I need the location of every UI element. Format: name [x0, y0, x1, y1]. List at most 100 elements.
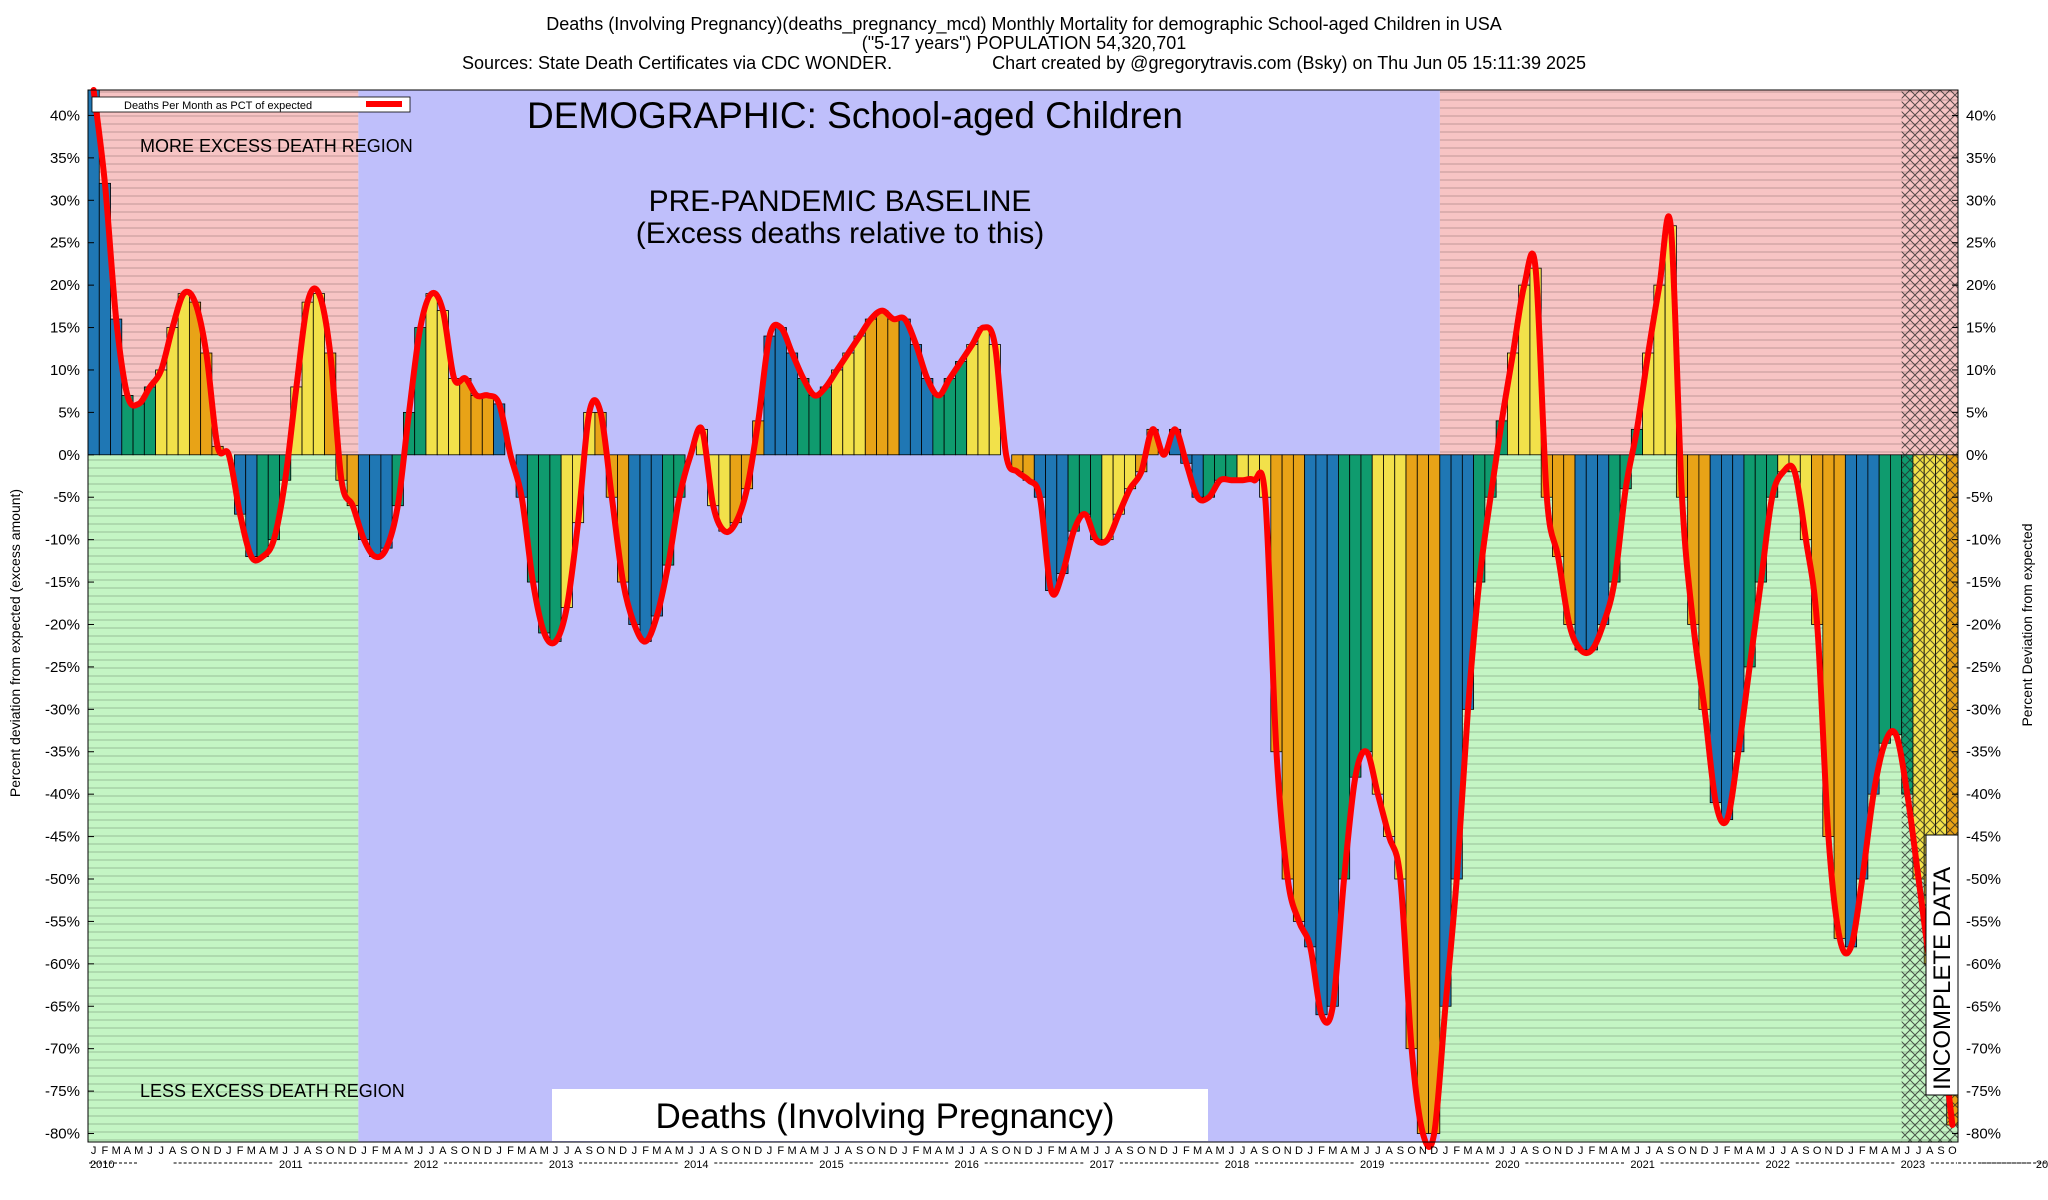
bar-75 — [932, 395, 945, 456]
x-tick-month: J — [1769, 1145, 1775, 1157]
x-tick-month: J — [1905, 1145, 1911, 1157]
bar-64 — [808, 395, 821, 456]
y-tick-label-right: 15% — [1966, 320, 1996, 337]
x-tick-month: J — [834, 1145, 840, 1157]
x-year-label: 2011 — [279, 1159, 303, 1171]
x-tick-month: S — [450, 1145, 457, 1157]
y-tick-label-left: -5% — [53, 489, 80, 506]
bar-65 — [819, 386, 832, 456]
y-tick-label-left: -35% — [45, 744, 80, 761]
x-tick-month: M — [1463, 1145, 1472, 1157]
x-tick-month: F — [913, 1145, 920, 1157]
y-tick-label-right: -80% — [1966, 1126, 2001, 1143]
x-tick-month: M — [1891, 1145, 1900, 1157]
x-tick-month: A — [1340, 1145, 1348, 1157]
x-tick-month: J — [767, 1145, 773, 1157]
x-tick-month: S — [1532, 1145, 1539, 1157]
bottom-label-box — [552, 1089, 1208, 1141]
x-tick-month: J — [970, 1145, 976, 1157]
y-tick-label-left: 15% — [50, 320, 80, 337]
y-tick-label-left: -50% — [45, 871, 80, 888]
x-tick-month: J — [958, 1145, 964, 1157]
x-tick-month: O — [326, 1145, 335, 1157]
x-year-label: 2019 — [1360, 1159, 1384, 1171]
bar-115 — [1383, 454, 1396, 837]
y-tick-label-right: -15% — [1966, 574, 2001, 591]
x-tick-month: M — [1734, 1145, 1743, 1157]
x-tick-month: S — [856, 1145, 863, 1157]
y-tick-label-left: -80% — [45, 1126, 80, 1143]
y-tick-label-right: 35% — [1966, 150, 1996, 167]
x-tick-month: J — [1916, 1145, 1922, 1157]
x-tick-month: F — [102, 1145, 109, 1157]
x-tick-month: M — [675, 1145, 684, 1157]
x-tick-month: J — [1037, 1145, 1043, 1157]
y-tick-label-left: -70% — [45, 1041, 80, 1058]
bar-88 — [1078, 454, 1091, 515]
x-tick-month: O — [1948, 1145, 1957, 1157]
x-tick-month: F — [372, 1145, 379, 1157]
x-tick-month: F — [1318, 1145, 1325, 1157]
x-tick-month: S — [1937, 1145, 1944, 1157]
x-tick-month: J — [282, 1145, 288, 1157]
x-tick-month: O — [191, 1145, 200, 1157]
bar-71 — [887, 318, 900, 456]
y-tick-label-right: 40% — [1966, 107, 1996, 124]
bar-110 — [1326, 454, 1339, 1007]
plot-frame — [87, 89, 1959, 1143]
x-tick-month: O — [1543, 1145, 1552, 1157]
x-tick-month: A — [845, 1145, 853, 1157]
x-tick-month: O — [596, 1145, 605, 1157]
x-tick-month: J — [553, 1145, 559, 1157]
x-tick-month: S — [1397, 1145, 1404, 1157]
x-tick-month: S — [180, 1145, 187, 1157]
y-tick-label-left: -60% — [45, 956, 80, 973]
x-tick-month: M — [1351, 1145, 1360, 1157]
y-axis-label-right: Percent Deviation from expected — [2019, 523, 2035, 726]
x-tick-month: M — [652, 1145, 661, 1157]
x-tick-month: J — [1375, 1145, 1381, 1157]
x-tick-month: J — [564, 1145, 570, 1157]
y-tick-label-left: -10% — [45, 532, 80, 549]
x-tick-month: M — [1756, 1145, 1765, 1157]
x-tick-month: J — [147, 1145, 153, 1157]
x-tick-month: N — [1149, 1145, 1157, 1157]
bar-160 — [1890, 454, 1903, 736]
incomplete-data-label: INCOMPLETE DATA — [1925, 834, 1959, 1096]
x-tick-month: A — [935, 1145, 943, 1157]
y-tick-label-right: -75% — [1966, 1083, 2001, 1100]
x-tick-month: J — [1781, 1145, 1787, 1157]
x-tick-month: A — [664, 1145, 672, 1157]
background-regions — [88, 90, 1958, 1142]
less-excess-region-lines-1 — [88, 454, 359, 1142]
y-tick-label-left: -45% — [45, 829, 80, 846]
x-tick-month: A — [800, 1145, 808, 1157]
x-year-label: 2024 — [2036, 1159, 2048, 1171]
x-tick-month: J — [1645, 1145, 1651, 1157]
legend-label: Deaths Per Month as PCT of expected — [124, 100, 312, 112]
x-tick-month: A — [574, 1145, 582, 1157]
bar-6 — [155, 369, 168, 456]
x-tick-month: M — [945, 1145, 954, 1157]
x-tick-month: N — [1689, 1145, 1697, 1157]
bar-155 — [1833, 454, 1846, 939]
y-tick-label-right: -45% — [1966, 829, 2001, 846]
x-tick-month: S — [1667, 1145, 1674, 1157]
y-tick-label-right: 30% — [1966, 192, 1996, 209]
x-tick-month: J — [1308, 1145, 1314, 1157]
x-tick-month: N — [1419, 1145, 1427, 1157]
baseline-label: PRE-PANDEMIC BASELINE — [649, 185, 1032, 218]
x-tick-month: F — [1589, 1145, 1596, 1157]
legend: Deaths Per Month as PCT of expected — [91, 96, 411, 113]
bar-69 — [864, 318, 877, 456]
x-tick-month: J — [496, 1145, 502, 1157]
x-tick-month: J — [1364, 1145, 1370, 1157]
x-tick-month: A — [1656, 1145, 1664, 1157]
x-tick-month: F — [237, 1145, 244, 1157]
x-tick-month: M — [1193, 1145, 1202, 1157]
x-tick-month: O — [1002, 1145, 1011, 1157]
x-tick-month: J — [632, 1145, 638, 1157]
x-tick-month: J — [226, 1145, 232, 1157]
x-tick-month: M — [404, 1145, 413, 1157]
